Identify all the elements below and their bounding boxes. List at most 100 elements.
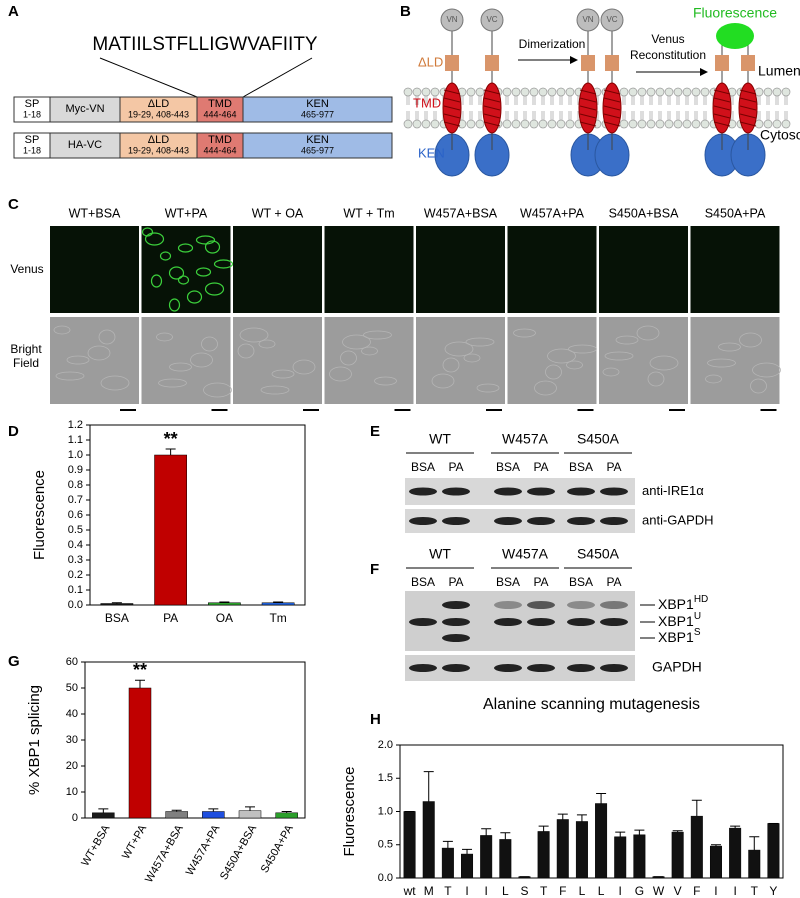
helix-turn bbox=[483, 105, 501, 111]
error-bar bbox=[111, 602, 122, 604]
construct-segment bbox=[119, 132, 198, 159]
cell-outline bbox=[66, 355, 90, 365]
error-bar bbox=[245, 806, 255, 811]
ld-box bbox=[445, 55, 459, 71]
helix-turn bbox=[443, 97, 461, 103]
segment-range: 1-18 bbox=[23, 109, 41, 119]
bar bbox=[128, 687, 152, 819]
loading-label: GAPDH bbox=[652, 659, 702, 675]
construct-segment bbox=[49, 96, 121, 123]
bar bbox=[499, 839, 512, 879]
cell-outline bbox=[203, 382, 232, 398]
y-tick-label: 0.5 bbox=[378, 839, 393, 851]
bar bbox=[422, 801, 435, 879]
lipid-head bbox=[763, 87, 773, 97]
x-tick-label: I bbox=[485, 884, 488, 898]
lipid-head bbox=[700, 87, 710, 97]
panel-label: H bbox=[370, 711, 381, 728]
x-tick-label: I bbox=[465, 884, 468, 898]
significance: ** bbox=[133, 660, 147, 680]
y-tick-label: 0.6 bbox=[68, 509, 83, 521]
venus-half bbox=[440, 8, 464, 32]
bar bbox=[480, 835, 493, 879]
cell-outline bbox=[534, 380, 557, 396]
y-tick-label: 60 bbox=[66, 656, 78, 668]
lipid-head bbox=[520, 87, 530, 97]
lipid-head bbox=[475, 87, 485, 97]
condition-label: S450A+PA bbox=[705, 206, 766, 220]
fluorescence-label: Fluorescence bbox=[693, 5, 777, 21]
cell-outline bbox=[705, 374, 722, 384]
bar bbox=[441, 847, 454, 879]
group-label: WT bbox=[429, 431, 451, 447]
cell-outline bbox=[707, 358, 736, 368]
helix-turn bbox=[713, 105, 731, 111]
arrowhead bbox=[700, 68, 708, 76]
segment-name: TMD bbox=[208, 134, 232, 146]
error-bar bbox=[538, 825, 549, 832]
bar bbox=[575, 821, 588, 879]
lipid-head bbox=[619, 119, 629, 129]
band bbox=[442, 601, 470, 609]
lipid-head bbox=[691, 119, 701, 129]
helix-turn bbox=[739, 105, 757, 111]
error-bar bbox=[634, 829, 645, 835]
x-tick-label: wt bbox=[403, 884, 417, 898]
cell-outline bbox=[750, 378, 767, 394]
venus-image bbox=[233, 226, 322, 313]
lipid-head bbox=[421, 119, 431, 129]
lipid-head bbox=[772, 87, 782, 97]
band bbox=[442, 618, 470, 626]
venus-complete bbox=[716, 23, 754, 49]
panel-label: F bbox=[370, 561, 379, 578]
band bbox=[442, 487, 470, 496]
lane-label: PA bbox=[448, 575, 463, 589]
lipid-head bbox=[412, 87, 422, 97]
condition-label: WT + Tm bbox=[343, 206, 394, 220]
lipid-head bbox=[646, 87, 656, 97]
error-bar bbox=[273, 601, 284, 603]
venus-signal bbox=[177, 243, 194, 253]
venus-signal bbox=[168, 298, 181, 312]
lipid-head bbox=[547, 119, 557, 129]
cell-outline bbox=[258, 339, 276, 349]
lipid-head bbox=[430, 87, 440, 97]
panel-label: B bbox=[400, 3, 411, 20]
error-bar bbox=[576, 814, 587, 822]
y-tick-label: 0.5 bbox=[68, 524, 83, 536]
band bbox=[409, 517, 437, 525]
band bbox=[567, 601, 595, 609]
zoom-line bbox=[99, 57, 198, 98]
venus-signal bbox=[186, 290, 203, 304]
lipid-head bbox=[781, 87, 791, 97]
x-tick-label: W bbox=[653, 884, 665, 898]
error-bar bbox=[672, 830, 683, 833]
band bbox=[600, 601, 628, 609]
band bbox=[494, 601, 522, 609]
x-tick-label: G bbox=[635, 884, 644, 898]
helix-turn bbox=[603, 113, 621, 119]
cell-outline bbox=[636, 325, 660, 341]
helix-turn bbox=[579, 105, 597, 111]
step-label: Reconstitution bbox=[630, 48, 706, 62]
brightfield-image bbox=[507, 317, 597, 404]
helix-turn bbox=[483, 113, 501, 119]
cell-outline bbox=[340, 350, 357, 366]
helix-turn bbox=[443, 113, 461, 119]
cell-outline bbox=[476, 383, 500, 393]
x-tick-label: L bbox=[598, 884, 605, 898]
cell-outline bbox=[100, 375, 130, 391]
group-label: W457A bbox=[502, 546, 549, 562]
lipid-head bbox=[556, 119, 566, 129]
helix-turn bbox=[603, 97, 621, 103]
cell-outline bbox=[739, 332, 762, 348]
lipid-head bbox=[646, 119, 656, 129]
cell-outline bbox=[342, 334, 371, 350]
error-bar bbox=[481, 828, 492, 836]
group-label: WT bbox=[429, 546, 451, 562]
cell-outline bbox=[604, 351, 634, 361]
ld-label: ΔLD bbox=[418, 54, 443, 69]
y-tick-label: 0.0 bbox=[68, 599, 83, 611]
construct-segment bbox=[196, 132, 244, 159]
cell-outline bbox=[649, 355, 679, 371]
